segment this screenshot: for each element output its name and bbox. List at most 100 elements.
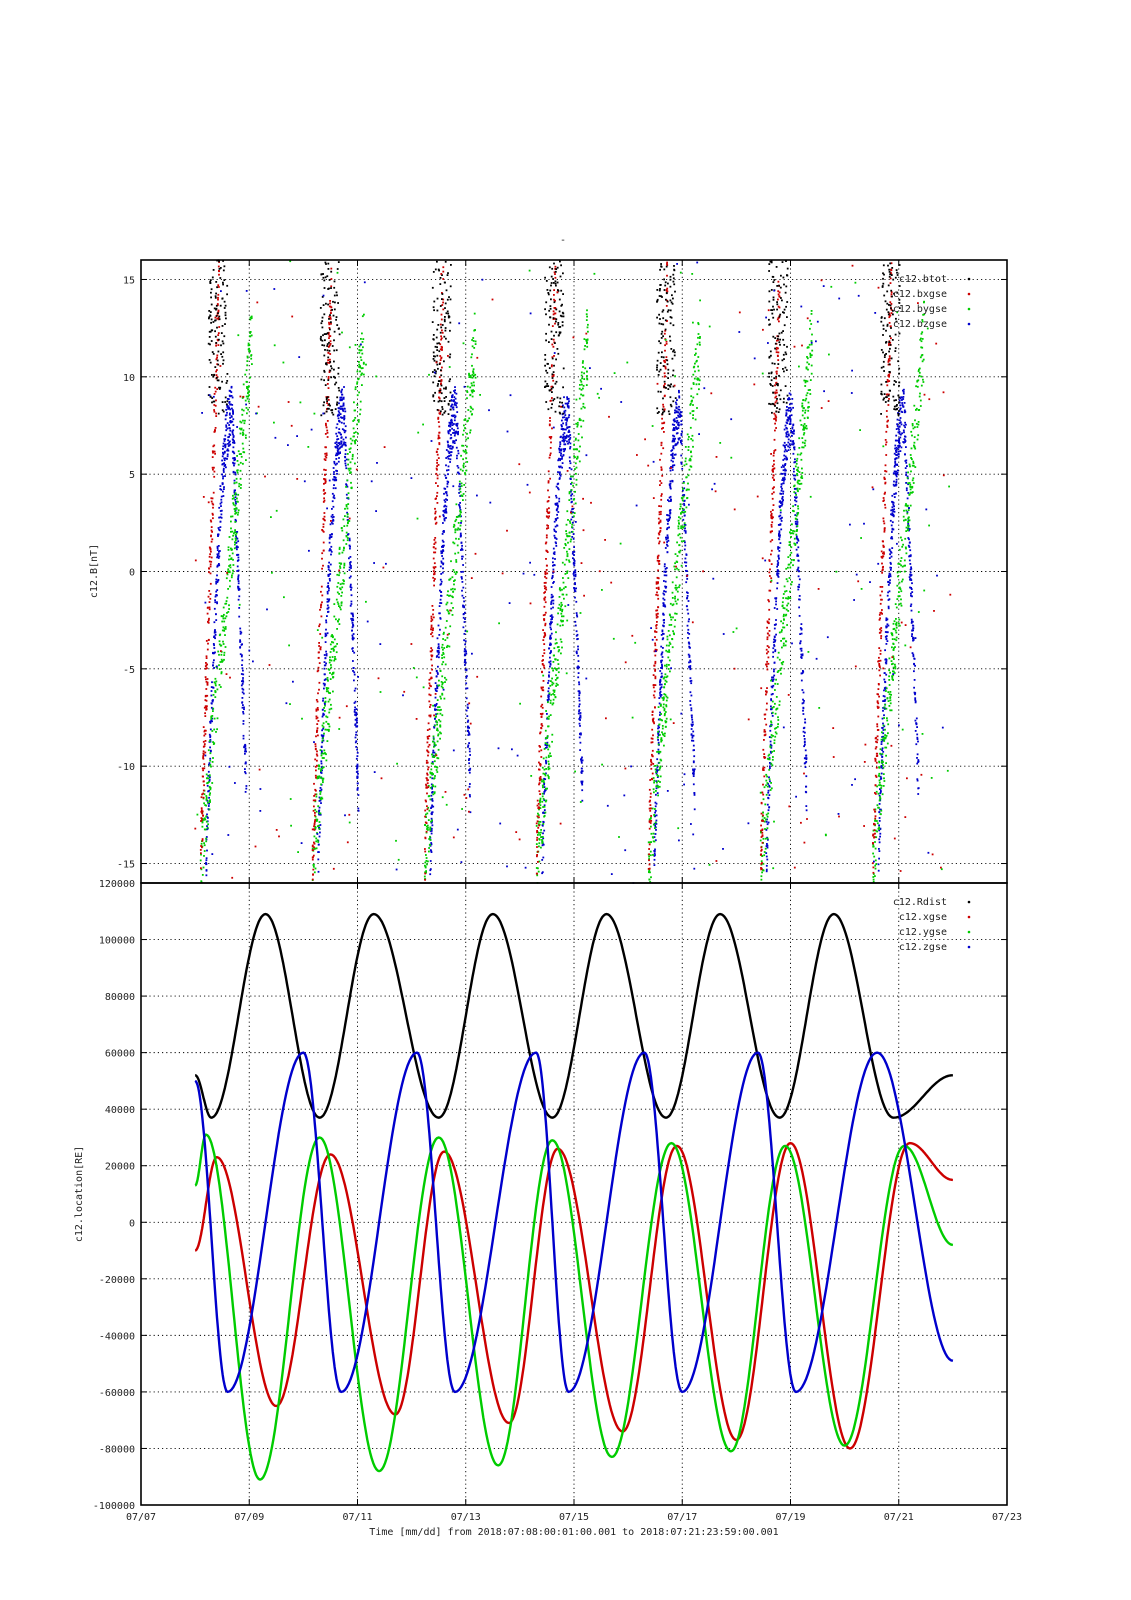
series-point bbox=[540, 695, 543, 698]
series-point bbox=[345, 535, 348, 538]
series-point bbox=[449, 408, 452, 411]
series-point bbox=[460, 541, 463, 544]
series-point bbox=[449, 625, 452, 628]
series-point bbox=[349, 556, 352, 558]
series-point bbox=[439, 737, 441, 740]
series-point bbox=[210, 690, 213, 692]
series-point bbox=[437, 734, 439, 737]
series-point bbox=[438, 515, 441, 518]
series-point bbox=[424, 824, 426, 826]
series-point bbox=[553, 528, 556, 531]
series-point bbox=[237, 556, 240, 559]
series-point bbox=[433, 741, 436, 744]
series-point bbox=[202, 740, 205, 743]
series-point bbox=[452, 526, 455, 528]
series-point bbox=[223, 265, 226, 268]
series-point bbox=[453, 580, 455, 582]
series-point bbox=[348, 569, 351, 571]
series-point bbox=[582, 387, 584, 390]
series-point bbox=[442, 557, 445, 560]
series-point bbox=[544, 729, 547, 732]
series-point bbox=[239, 632, 242, 635]
series-point bbox=[224, 444, 226, 447]
series-point bbox=[213, 450, 216, 453]
series-point bbox=[541, 725, 544, 727]
series-point bbox=[454, 579, 456, 582]
series-point bbox=[432, 566, 435, 569]
series-point bbox=[472, 389, 474, 392]
series-point bbox=[352, 619, 355, 622]
series-point bbox=[432, 616, 435, 619]
series-point bbox=[330, 409, 333, 412]
series-point bbox=[555, 320, 557, 323]
series-point bbox=[459, 534, 462, 536]
series-point bbox=[447, 446, 450, 448]
series-point bbox=[538, 845, 540, 848]
series-point bbox=[564, 544, 567, 547]
series-point bbox=[662, 613, 665, 616]
series-point bbox=[456, 471, 459, 474]
series-point bbox=[454, 529, 457, 531]
series-point bbox=[428, 847, 430, 849]
series-point bbox=[539, 731, 542, 734]
series-point bbox=[331, 641, 333, 643]
series-point bbox=[424, 821, 427, 824]
series-point bbox=[447, 402, 450, 405]
series-point bbox=[416, 517, 419, 520]
series-point bbox=[315, 840, 318, 843]
series-point bbox=[433, 777, 436, 779]
series-point bbox=[316, 700, 319, 703]
series-point bbox=[575, 587, 577, 590]
series-point bbox=[355, 439, 357, 441]
series-point bbox=[692, 773, 695, 776]
series-point bbox=[430, 830, 433, 832]
series-point bbox=[441, 571, 444, 574]
series-point bbox=[232, 457, 234, 460]
series-point bbox=[685, 553, 688, 556]
series-point bbox=[552, 661, 555, 663]
series-point bbox=[208, 359, 211, 361]
series-point bbox=[250, 315, 253, 318]
series-point bbox=[438, 442, 441, 444]
series-point bbox=[571, 505, 574, 508]
series-point bbox=[456, 425, 459, 427]
series-point bbox=[332, 473, 335, 475]
series-point bbox=[344, 441, 347, 444]
series-point bbox=[440, 326, 443, 329]
series-point bbox=[344, 814, 346, 817]
series-point bbox=[473, 329, 476, 332]
series-point bbox=[601, 589, 603, 591]
series-point bbox=[226, 427, 229, 430]
series-point bbox=[430, 633, 432, 635]
series-point bbox=[561, 620, 564, 623]
series-point bbox=[338, 548, 341, 550]
series-point bbox=[321, 715, 324, 718]
series-point bbox=[209, 801, 211, 803]
series-point bbox=[509, 394, 512, 397]
series-point bbox=[214, 682, 217, 685]
series-point bbox=[332, 519, 335, 522]
series-point bbox=[453, 396, 456, 398]
series-point bbox=[210, 329, 213, 332]
series-point bbox=[227, 439, 229, 442]
series-point bbox=[322, 697, 325, 700]
series-point bbox=[230, 527, 232, 530]
series-point bbox=[218, 564, 221, 567]
series-point bbox=[558, 449, 561, 451]
series-point bbox=[319, 608, 321, 611]
series-point bbox=[438, 269, 440, 272]
series-point bbox=[556, 659, 559, 661]
series-point bbox=[654, 801, 657, 804]
series-point bbox=[567, 397, 570, 400]
series-point bbox=[355, 757, 358, 760]
series-point bbox=[324, 683, 326, 686]
series-point bbox=[199, 849, 202, 851]
series-point bbox=[326, 590, 329, 593]
series-point bbox=[553, 564, 556, 567]
series-point bbox=[578, 666, 580, 669]
series-point bbox=[562, 386, 564, 389]
series-point bbox=[342, 396, 345, 399]
series-point bbox=[692, 417, 694, 420]
series-point bbox=[454, 552, 457, 555]
series-point bbox=[320, 606, 322, 609]
